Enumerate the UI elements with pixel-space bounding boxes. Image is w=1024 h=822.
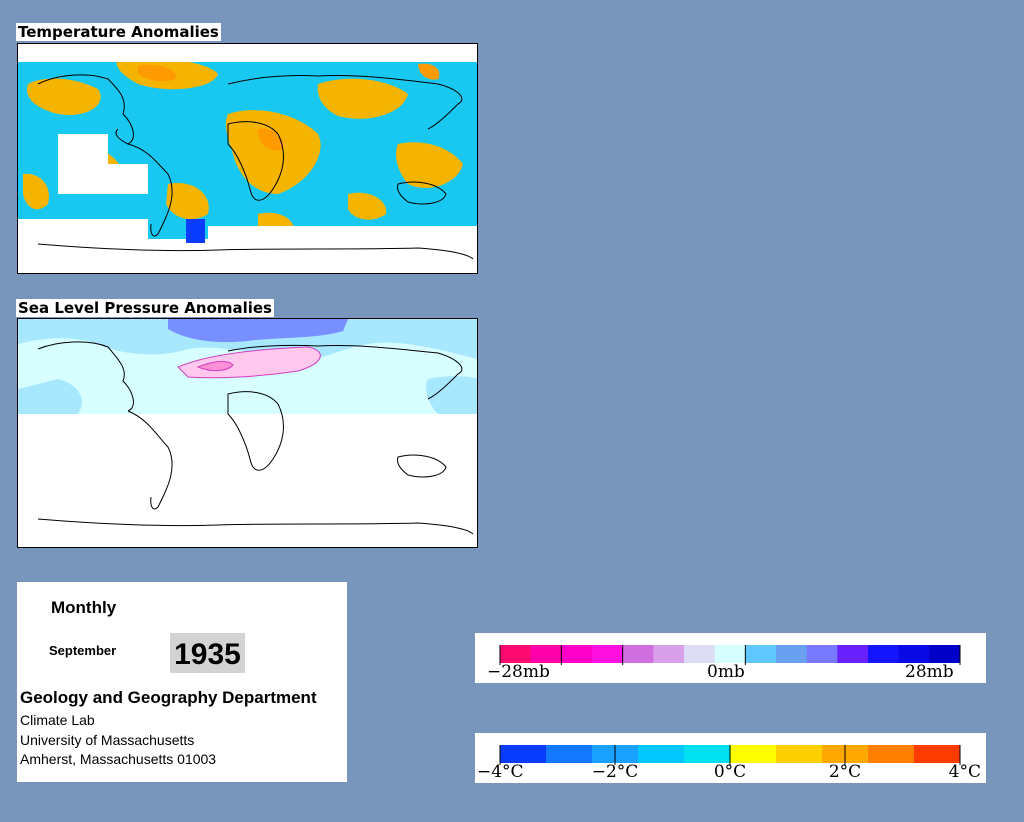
pressure-mid-label: 0mb (707, 662, 745, 682)
temperature-legend: −4°C −2°C 0°C 2°C 4°C (475, 733, 986, 783)
department-name: Geology and Geography Department (20, 688, 317, 707)
pressure-color-swatch (806, 645, 838, 663)
pressure-max-label: 28mb (905, 662, 954, 682)
pressure-color-swatch (929, 645, 961, 663)
temperature-tick-label: 2°C (829, 762, 861, 782)
temperature-tick-label: −4°C (477, 762, 524, 782)
pressure-color-swatch (898, 645, 930, 663)
pressure-color-swatch (561, 645, 593, 663)
temperature-color-swatch (546, 745, 593, 763)
pressure-colorbar (499, 645, 961, 665)
pressure-color-swatch (776, 645, 808, 663)
month-label: September (49, 643, 117, 658)
temperature-color-swatch (776, 745, 823, 763)
lab-name: Climate Lab (20, 712, 95, 728)
pressure-color-swatch (653, 645, 685, 663)
pressure-color-swatch (500, 645, 532, 663)
temperature-color-swatch (868, 745, 915, 763)
pressure-min-label: −28mb (487, 662, 550, 682)
pressure-color-swatch (592, 645, 624, 663)
temperature-tick-label: −2°C (592, 762, 639, 782)
pressure-panel-title: Sea Level Pressure Anomalies (16, 299, 274, 317)
pressure-color-swatch (837, 645, 869, 663)
pressure-color-swatch (684, 645, 716, 663)
year-display: 1935 (170, 633, 245, 673)
temperature-anomaly-map (17, 43, 478, 274)
temperature-color-swatch (684, 745, 731, 763)
temperature-color-swatch (730, 745, 777, 763)
pressure-color-swatch (530, 645, 562, 663)
pressure-legend: −28mb 0mb 28mb (475, 633, 986, 683)
frequency-label: Monthly (51, 598, 117, 617)
info-box: Monthly September 1935 Geology and Geogr… (17, 582, 347, 782)
temperature-tick-label: 0°C (714, 762, 746, 782)
temperature-color-swatch (914, 745, 961, 763)
university-name: University of Massachusetts (20, 732, 195, 748)
pressure-color-swatch (622, 645, 654, 663)
temperature-colorbar (499, 745, 961, 765)
pressure-anomaly-map (17, 318, 478, 548)
temperature-color-swatch (638, 745, 685, 763)
pressure-color-swatch (745, 645, 777, 663)
temperature-panel-title: Temperature Anomalies (16, 23, 221, 41)
temperature-tick-label: 4°C (949, 762, 981, 782)
pressure-color-swatch (868, 645, 900, 663)
pressure-color-swatch (714, 645, 746, 663)
temperature-color-swatch (500, 745, 547, 763)
address: Amherst, Massachusetts 01003 (20, 751, 217, 767)
